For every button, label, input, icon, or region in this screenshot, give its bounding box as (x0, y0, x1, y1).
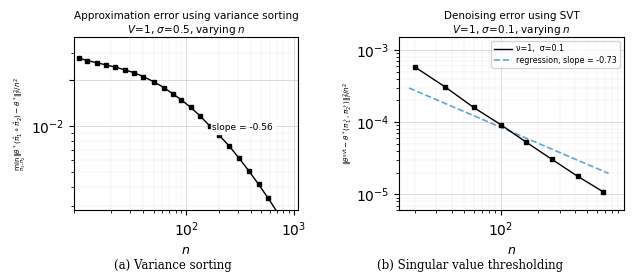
Text: slope = -0.56: slope = -0.56 (212, 123, 273, 132)
regression, slope = -0.73 (458, 109, 466, 112)
regression, slope = -0.73 (405, 86, 413, 90)
ν=1,  σ=0.1 (441, 85, 449, 88)
Legend: ν=1,  σ=0.1, regression, slope = -0.73: ν=1, σ=0.1, regression, slope = -0.73 (491, 41, 620, 68)
Title: Denoising error using SVT
$V\!=\!1$, $\sigma\!=\!0.1$, varying $n$: Denoising error using SVT $V\!=\!1$, $\s… (444, 11, 580, 37)
regression, slope = -0.73 (442, 102, 450, 106)
Y-axis label: $\min_{\pi_1,\pi_2} \|\theta^*(\hat{\pi}_1 \circ \hat{\pi}_2) - \theta^*\|_F^2/n: $\min_{\pi_1,\pi_2} \|\theta^*(\hat{\pi}… (13, 77, 29, 171)
ν=1,  σ=0.1 (411, 65, 419, 68)
X-axis label: $n$: $n$ (507, 244, 516, 257)
regression, slope = -0.73 (413, 90, 421, 93)
Y-axis label: $\|\theta^{\mathrm{svt}} - \theta^*(\pi_1^\circ, \pi_2^\circ)\|_F^2/n^2$: $\|\theta^{\mathrm{svt}} - \theta^*(\pi_… (341, 82, 355, 166)
Line: regression, slope = -0.73: regression, slope = -0.73 (409, 88, 609, 174)
Text: (a) Variance sorting: (a) Variance sorting (114, 260, 232, 273)
ν=1,  σ=0.1 (600, 190, 607, 194)
X-axis label: $n$: $n$ (181, 244, 191, 257)
ν=1,  σ=0.1 (470, 106, 477, 109)
ν=1,  σ=0.1 (522, 140, 530, 144)
Line: ν=1,  σ=0.1: ν=1, σ=0.1 (415, 67, 604, 192)
regression, slope = -0.73 (595, 167, 602, 171)
Text: (b) Singular value thresholding: (b) Singular value thresholding (378, 260, 563, 273)
ν=1,  σ=0.1 (497, 123, 505, 126)
ν=1,  σ=0.1 (548, 158, 556, 161)
Title: Approximation error using variance sorting
$V\!=\!1$, $\sigma\!=\!0.5$, varying : Approximation error using variance sorti… (74, 11, 298, 37)
regression, slope = -0.73 (605, 172, 612, 175)
regression, slope = -0.73 (417, 92, 425, 95)
regression, slope = -0.73 (588, 164, 595, 168)
ν=1,  σ=0.1 (573, 175, 581, 178)
